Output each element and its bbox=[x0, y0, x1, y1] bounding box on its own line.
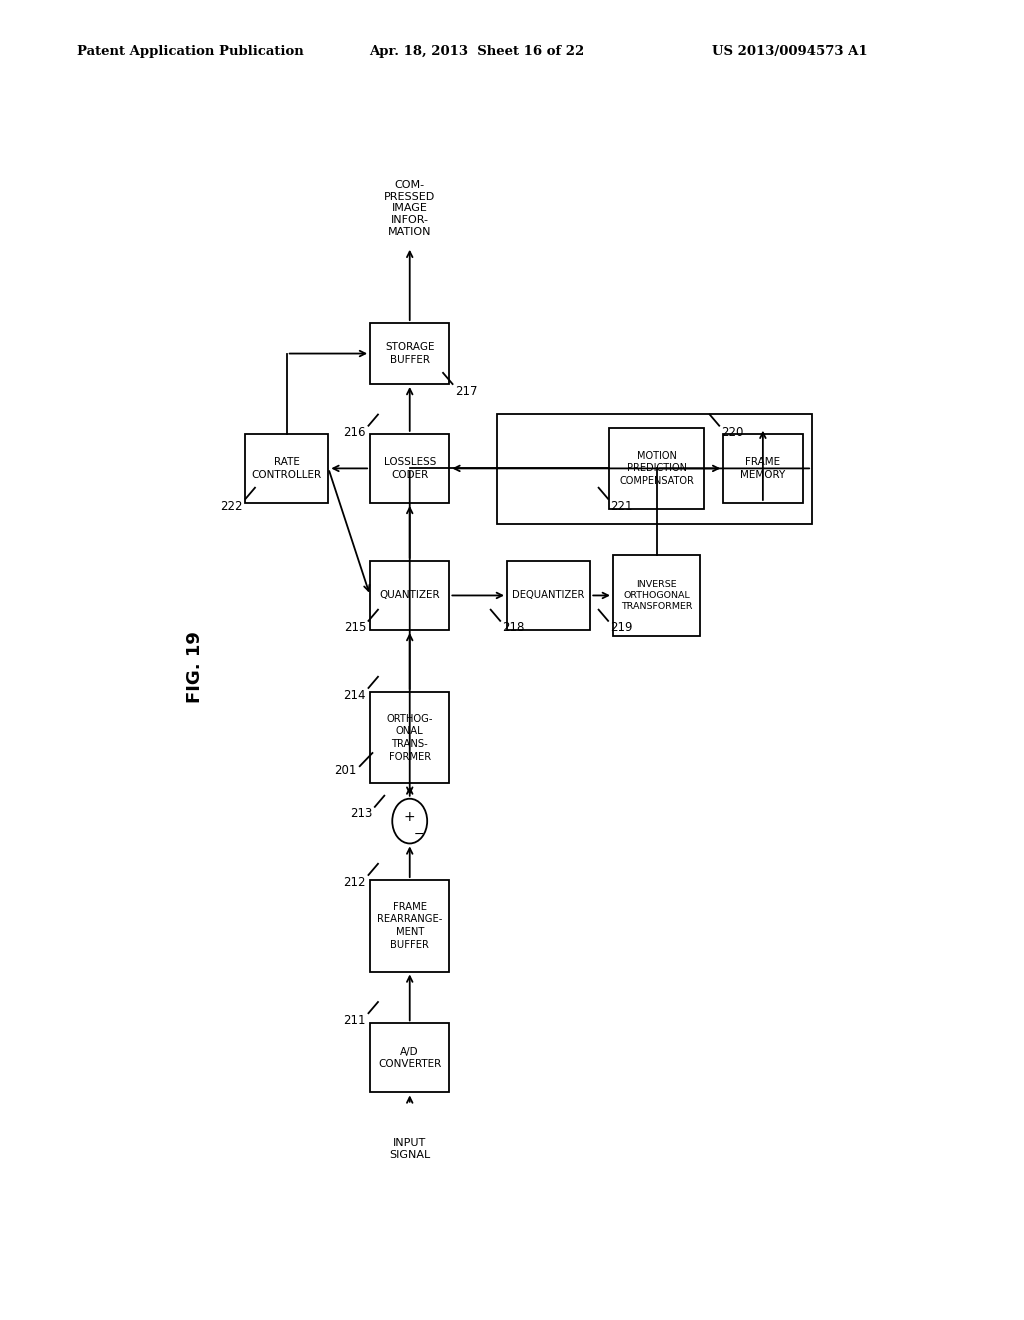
Text: 213: 213 bbox=[350, 808, 373, 821]
Text: FRAME
MEMORY: FRAME MEMORY bbox=[740, 457, 785, 479]
Text: 211: 211 bbox=[344, 1014, 367, 1027]
Bar bbox=[609, 428, 705, 510]
Text: +: + bbox=[403, 810, 416, 824]
Text: ORTHOG-
ONAL
TRANS-
FORMER: ORTHOG- ONAL TRANS- FORMER bbox=[386, 714, 433, 762]
Text: 220: 220 bbox=[722, 426, 744, 440]
Text: 216: 216 bbox=[344, 426, 367, 440]
Bar bbox=[370, 1023, 450, 1093]
Text: STORAGE
BUFFER: STORAGE BUFFER bbox=[385, 342, 434, 364]
Text: DEQUANTIZER: DEQUANTIZER bbox=[512, 590, 585, 601]
Text: FRAME
REARRANGE-
MENT
BUFFER: FRAME REARRANGE- MENT BUFFER bbox=[377, 902, 442, 950]
Text: 215: 215 bbox=[344, 622, 367, 635]
Text: −: − bbox=[414, 828, 425, 841]
Text: Patent Application Publication: Patent Application Publication bbox=[77, 45, 303, 58]
Text: MOTION
PREDICTION
COMPENSATOR: MOTION PREDICTION COMPENSATOR bbox=[620, 450, 694, 486]
Text: 219: 219 bbox=[610, 622, 633, 635]
Text: 217: 217 bbox=[455, 384, 477, 397]
Bar bbox=[370, 561, 450, 630]
Text: INVERSE
ORTHOGONAL
TRANSFORMER: INVERSE ORTHOGONAL TRANSFORMER bbox=[621, 579, 692, 611]
Bar bbox=[370, 692, 450, 784]
Bar bbox=[507, 561, 590, 630]
Text: 218: 218 bbox=[503, 622, 525, 635]
Text: 212: 212 bbox=[344, 875, 367, 888]
Text: COM-
PRESSED
IMAGE
INFOR-
MATION: COM- PRESSED IMAGE INFOR- MATION bbox=[384, 181, 435, 236]
Text: LOSSLESS
CODER: LOSSLESS CODER bbox=[384, 457, 436, 479]
Bar bbox=[370, 323, 450, 384]
Bar bbox=[370, 880, 450, 972]
Text: A/D
CONVERTER: A/D CONVERTER bbox=[378, 1047, 441, 1069]
Text: FIG. 19: FIG. 19 bbox=[186, 631, 205, 702]
Text: 201: 201 bbox=[334, 764, 356, 776]
Bar bbox=[245, 434, 329, 503]
Text: 222: 222 bbox=[220, 499, 243, 512]
Bar bbox=[723, 434, 803, 503]
Bar bbox=[498, 413, 812, 524]
Text: 221: 221 bbox=[610, 499, 633, 512]
Bar bbox=[370, 434, 450, 503]
Text: RATE
CONTROLLER: RATE CONTROLLER bbox=[252, 457, 322, 479]
Text: Apr. 18, 2013  Sheet 16 of 22: Apr. 18, 2013 Sheet 16 of 22 bbox=[369, 45, 584, 58]
Text: INPUT
SIGNAL: INPUT SIGNAL bbox=[389, 1138, 430, 1160]
Text: 214: 214 bbox=[344, 689, 367, 701]
Text: US 2013/0094573 A1: US 2013/0094573 A1 bbox=[712, 45, 867, 58]
Bar bbox=[613, 554, 700, 636]
Text: QUANTIZER: QUANTIZER bbox=[380, 590, 440, 601]
